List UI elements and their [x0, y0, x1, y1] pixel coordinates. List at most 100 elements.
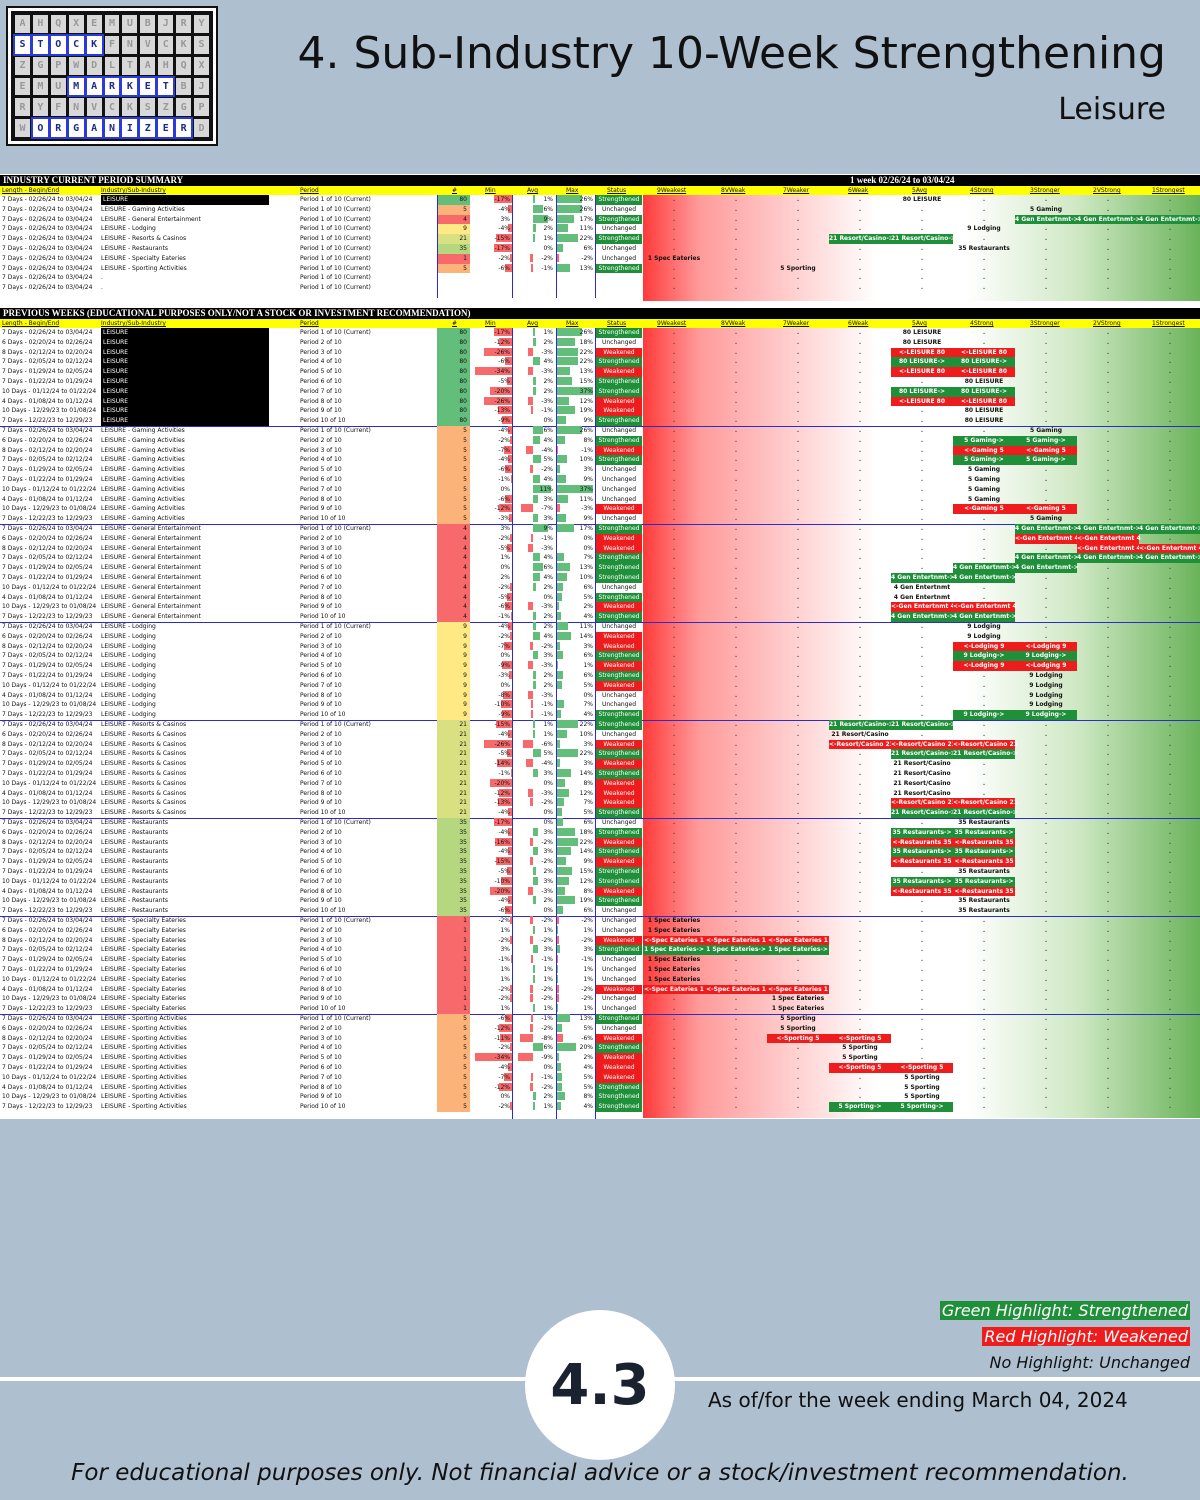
- row-industry: LEISURE - Lodging: [101, 672, 156, 679]
- group-divider: [0, 425, 1200, 427]
- row-length: 7 Days - 02/26/24 to 03/04/24: [2, 225, 93, 233]
- row-max: -1%: [581, 956, 593, 964]
- previous-row: 7 Days - 02/26/24 to 03/04/24 LEISURE - G…: [0, 426, 1200, 436]
- empty-cell-dot: .: [1044, 1024, 1048, 1032]
- row-industry: LEISURE - General Entertainment: [101, 593, 201, 601]
- empty-cell-dot: .: [858, 397, 862, 405]
- empty-cell-dot: .: [734, 427, 738, 434]
- empty-cell-dot: .: [796, 427, 800, 434]
- empty-cell-dot: .: [796, 711, 800, 719]
- row-max: 22%: [579, 838, 593, 846]
- max-bar: [557, 1082, 562, 1091]
- row-avg: -2%: [541, 799, 553, 807]
- strength-position: <-Sporting 5: [767, 1033, 829, 1044]
- empty-cell-dot: .: [1044, 956, 1048, 964]
- empty-cell-dot: .: [1168, 789, 1172, 797]
- empty-cell-dot: .: [1106, 819, 1110, 826]
- row-avg: -6%: [541, 740, 553, 748]
- empty-cell-dot: .: [1106, 956, 1110, 964]
- empty-cell-dot: .: [1044, 264, 1048, 272]
- empty-cell-dot: .: [672, 358, 676, 366]
- previous-row: 7 Days - 12/22/23 to 12/29/23 LEISURE - R…: [0, 808, 1200, 818]
- empty-cell-dot: .: [672, 1024, 676, 1032]
- row-length: 10 Days - 12/29/23 to 01/08/24: [2, 799, 97, 807]
- avg-bar: [533, 328, 535, 336]
- strength-position: 1 Spec Eateries: [647, 926, 701, 934]
- row-industry: LEISURE - Sporting Activities: [101, 1083, 187, 1091]
- empty-cell-dot: .: [796, 642, 800, 650]
- max-bar: [557, 798, 564, 807]
- max-bar: [557, 749, 579, 758]
- empty-cell-dot: .: [1106, 446, 1110, 454]
- empty-cell-dot: .: [734, 245, 738, 252]
- row-count: 1: [437, 984, 470, 995]
- empty-cell-dot: .: [1106, 436, 1110, 444]
- row-status: Unchanged: [601, 427, 637, 434]
- logo-filler-letter: Q: [176, 56, 192, 75]
- empty-cell-dot: .: [858, 1024, 862, 1032]
- empty-cell-dot: .: [734, 1073, 738, 1081]
- strength-position: <-Spec Eateries 1: [767, 935, 829, 946]
- empty-cell-dot: .: [672, 701, 676, 709]
- empty-cell-dot: .: [734, 711, 738, 719]
- row-industry: LEISURE - Restaurants: [101, 848, 169, 856]
- row-status: Strengthened: [596, 592, 642, 603]
- row-industry: LEISURE - Lodging: [101, 691, 156, 699]
- row-count: 35: [437, 876, 470, 887]
- legend-strengthened: Green Highlight: Strengthened: [939, 1301, 1190, 1320]
- row-min: -6%: [498, 495, 510, 503]
- row-period: Period 9 of 10: [300, 407, 342, 415]
- strength-position: 4 Gen Entertnmt->: [1015, 524, 1079, 534]
- min-bar: [509, 1102, 512, 1111]
- strength-position: 9 Lodging: [967, 632, 1001, 640]
- avg-bar: [533, 925, 535, 934]
- row-industry: LEISURE - Sporting Activities: [101, 1015, 187, 1022]
- row-length: 7 Days - 02/05/24 to 02/12/24: [2, 750, 93, 758]
- row-count: 9: [437, 661, 470, 671]
- row-count: 21: [437, 778, 470, 789]
- previous-row: 10 Days - 12/29/23 to 01/08/24 LEISURE - …: [0, 700, 1200, 711]
- column-header: 4Strong: [970, 320, 994, 327]
- row-avg: 9%: [543, 215, 553, 223]
- avg-bar: [528, 690, 533, 699]
- row-max: 11%: [579, 623, 593, 630]
- strength-position: 35 Restaurants: [958, 897, 1010, 905]
- min-bar: [507, 808, 512, 817]
- empty-cell-dot: .: [858, 936, 862, 944]
- empty-cell-dot: .: [1044, 995, 1048, 1003]
- empty-cell-dot: .: [982, 1073, 986, 1081]
- logo-filler-letter: R: [176, 15, 192, 33]
- row-industry: LEISURE - General Entertainment: [101, 525, 201, 532]
- row-period: Period 1 of 10 (Current): [300, 427, 371, 434]
- max-bar: [557, 896, 576, 905]
- empty-cell-dot: .: [982, 966, 986, 973]
- row-length: 7 Days - 01/29/24 to 02/05/24: [2, 466, 93, 474]
- row-min: -2%: [498, 985, 510, 993]
- logo-filler-letter: S: [194, 35, 209, 54]
- row-count: 80: [437, 406, 470, 417]
- row-industry: LEISURE - Sporting Activities: [101, 1103, 187, 1111]
- min-bar: [490, 386, 512, 395]
- previous-row: 4 Days - 01/08/24 to 01/12/24 LEISURE - L…: [0, 690, 1200, 701]
- summary-row: 7 Days - 02/26/24 to 03/04/24 LEISURE - R…: [0, 244, 1200, 254]
- empty-cell-dot: .: [1044, 358, 1048, 366]
- max-bar: [557, 857, 566, 866]
- empty-cell-dot: .: [796, 329, 800, 336]
- row-max: 6%: [583, 907, 593, 915]
- row-max: 8%: [583, 436, 593, 444]
- row-min: -4%: [498, 427, 510, 434]
- empty-cell-dot: .: [734, 1024, 738, 1032]
- empty-cell-dot: .: [858, 799, 862, 807]
- row-count: 21: [437, 720, 470, 730]
- row-length: 10 Days - 01/12/24 to 01/22/24: [2, 975, 97, 983]
- avg-bar: [533, 945, 538, 954]
- row-max: 26%: [579, 329, 593, 336]
- row-period: Period 4 of 10: [300, 652, 342, 660]
- empty-cell-dot: .: [1044, 985, 1048, 993]
- row-industry: LEISURE - Specialty Eateries: [101, 1005, 186, 1013]
- empty-cell-dot: .: [734, 544, 738, 552]
- row-period: Period 10 of 10: [300, 711, 346, 719]
- empty-cell-dot: .: [1168, 966, 1172, 973]
- min-bar: [497, 798, 512, 807]
- row-min: 0%: [500, 652, 510, 660]
